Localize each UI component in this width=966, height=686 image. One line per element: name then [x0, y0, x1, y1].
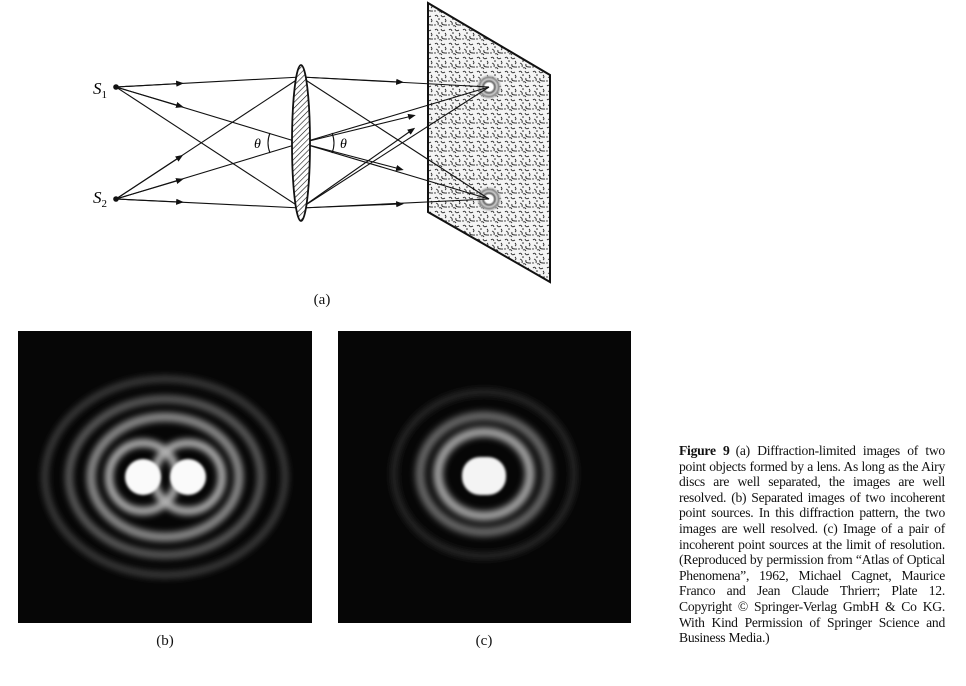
angle-label-right: θ [340, 137, 347, 152]
lens [291, 64, 311, 222]
panel-a-label: (a) [313, 292, 331, 308]
figure-caption: Figure 9 (a) Diffraction-limited images o… [679, 443, 945, 646]
panel-c-label: (c) [475, 633, 493, 649]
light-rays [115, 76, 490, 209]
detection-screen [427, 1, 551, 284]
lens-diffraction-diagram: S1 S2 θ θ [93, 1, 551, 284]
source-2-dot [113, 196, 119, 202]
source-1-label: S1 [93, 79, 107, 101]
angle-label-left: θ [254, 137, 261, 152]
diffraction-image-limit [338, 331, 631, 623]
source-2-label: S2 [93, 188, 107, 210]
figure-label: Figure 9 [679, 443, 730, 458]
caption-text: (a) Diffraction-limited images of two po… [679, 443, 945, 646]
panel-b-label: (b) [156, 633, 174, 649]
diffraction-image-resolved [18, 331, 312, 623]
source-1-dot [113, 84, 119, 90]
